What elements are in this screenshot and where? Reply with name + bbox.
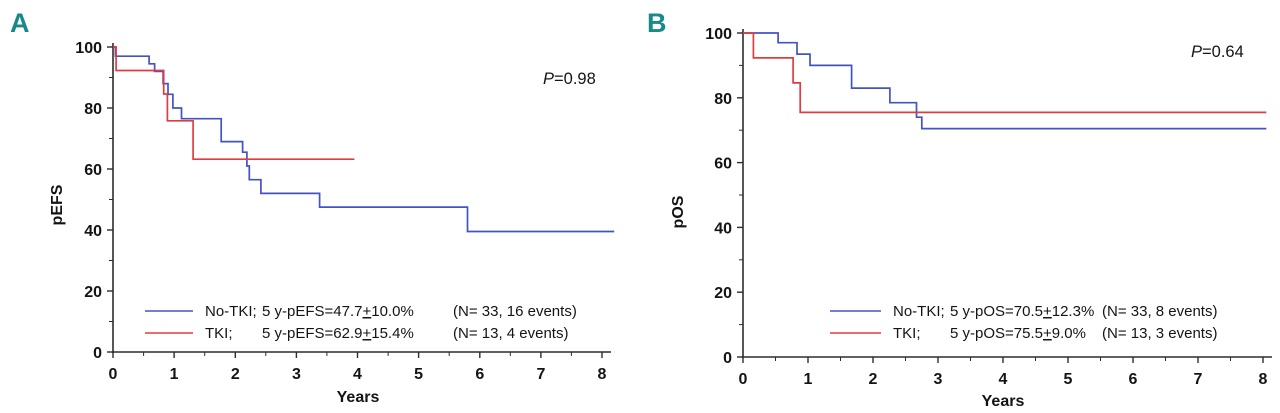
x-tick-label: 2 <box>231 366 240 383</box>
y-axis-title: pEFS <box>49 184 66 225</box>
panel-label-b: B <box>647 8 667 38</box>
x-tick-label: 6 <box>1129 371 1138 388</box>
legend-series-n: (N= 33, 16 events) <box>453 303 577 320</box>
x-axis-ticks: 0 1 2 3 4 5 6 7 8 <box>109 352 607 383</box>
legend-item-no-tki: No-TKI; 5 y-pOS=70.5+12.3% (N= 33, 8 event… <box>830 303 1217 320</box>
no-tki-curve <box>743 32 1267 130</box>
tki-curve <box>113 46 355 161</box>
legend-series-label: No-TKI; <box>205 303 257 320</box>
y-tick-label: 0 <box>723 350 732 367</box>
y-axis-ticks: 0 20 40 60 80 100 <box>75 40 113 362</box>
x-axis-title: Years <box>337 389 380 406</box>
y-tick-label: 80 <box>84 101 102 118</box>
x-tick-label: 7 <box>536 366 545 383</box>
legend-series-label: TKI; <box>893 325 921 342</box>
km-plot-pefs: 0 1 2 3 4 5 6 7 8020406080100YearspEFSP=0.98No-T… <box>49 40 615 406</box>
legend: No-TKI; 5 y-pOS=70.5+12.3% (N= 33, 8 event… <box>830 303 1217 342</box>
p-value: P=0.64 <box>1191 43 1244 61</box>
x-tick-label: 2 <box>869 371 878 388</box>
y-tick-label: 20 <box>714 285 732 302</box>
legend-item-tki: TKI; 5 y-pOS=75.5+9.0% (N= 13, 3 events) <box>830 325 1217 342</box>
x-tick-label: 7 <box>1194 371 1203 388</box>
legend-series-n: (N= 13, 3 events) <box>1102 325 1217 342</box>
y-tick-label: 100 <box>75 40 102 57</box>
tki-curve <box>743 32 1267 114</box>
no-tki-curve <box>113 46 615 233</box>
y-tick-label: 60 <box>84 162 102 179</box>
legend-series-n: (N= 13, 4 events) <box>453 325 568 342</box>
x-tick-label: 1 <box>804 371 813 388</box>
legend-series-stats: 5 y-pOS=70.5+12.3% <box>950 303 1094 320</box>
y-axis-title: pOS <box>670 195 687 228</box>
km-plot-pos: 0 1 2 3 4 5 6 7 8020406080100YearspOSP=0.64No-TK… <box>670 26 1272 410</box>
legend-series-n: (N= 33, 8 events) <box>1102 303 1217 320</box>
x-tick-label: 3 <box>292 366 301 383</box>
x-tick-label: 6 <box>475 366 484 383</box>
x-tick-label: 3 <box>934 371 943 388</box>
legend-item-tki: TKI; 5 y-pEFS=62.9+15.4% (N= 13, 4 events) <box>145 325 568 342</box>
y-tick-label: 0 <box>93 345 102 362</box>
legend-item-no-tki: No-TKI; 5 y-pEFS=47.7+10.0% (N= 33, 16 eve… <box>145 303 577 320</box>
y-tick-label: 40 <box>714 220 732 237</box>
panel-label-a: A <box>10 8 30 38</box>
legend-series-stats: 5 y-pOS=75.5+9.0% <box>950 325 1086 342</box>
x-tick-label: 4 <box>999 371 1008 388</box>
x-tick-label: 1 <box>170 366 179 383</box>
x-tick-label: 5 <box>414 366 423 383</box>
x-tick-label: 5 <box>1064 371 1073 388</box>
legend: No-TKI; 5 y-pEFS=47.7+10.0% (N= 33, 16 eve… <box>145 303 577 342</box>
x-axis-ticks: 0 1 2 3 4 5 6 7 8 <box>739 357 1268 388</box>
x-tick-label: 8 <box>1259 371 1268 388</box>
x-tick-label: 4 <box>353 366 362 383</box>
legend-series-stats: 5 y-pEFS=47.7+10.0% <box>262 303 414 320</box>
legend-series-label: No-TKI; <box>893 303 945 320</box>
x-axis-title: Years <box>982 393 1025 410</box>
x-tick-label: 8 <box>598 366 607 383</box>
y-axis-ticks: 0 20 40 60 80 100 <box>705 26 743 367</box>
x-tick-label: 0 <box>109 366 118 383</box>
y-tick-label: 20 <box>84 284 102 301</box>
y-tick-label: 40 <box>84 223 102 240</box>
p-value: P=0.98 <box>543 70 596 88</box>
legend-series-stats: 5 y-pEFS=62.9+15.4% <box>262 325 414 342</box>
y-tick-label: 80 <box>714 91 732 108</box>
y-tick-label: 60 <box>714 156 732 173</box>
y-tick-label: 100 <box>705 26 732 43</box>
x-tick-label: 0 <box>739 371 748 388</box>
legend-series-label: TKI; <box>205 325 233 342</box>
